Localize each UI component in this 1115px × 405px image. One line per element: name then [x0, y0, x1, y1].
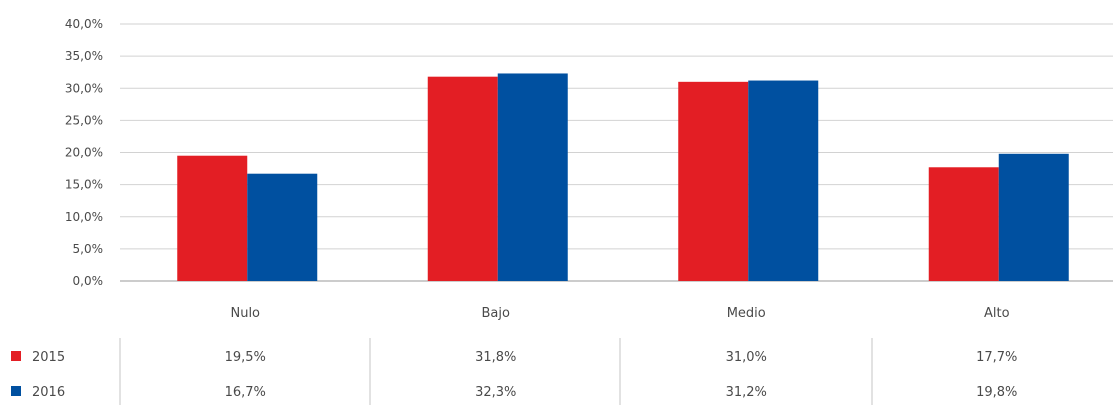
y-tick-label: 0,0%	[73, 274, 104, 288]
y-tick-label: 35,0%	[65, 49, 103, 63]
table-cell-value: 16,7%	[225, 385, 266, 400]
y-tick-label: 25,0%	[65, 113, 103, 127]
x-tick-label: Nulo	[230, 306, 260, 321]
table-cell-value: 32,3%	[475, 385, 516, 400]
table-cell-value: 31,2%	[726, 385, 767, 400]
x-tick-label: Bajo	[482, 306, 510, 321]
y-tick-label: 10,0%	[65, 210, 103, 224]
table-cell-value: 19,5%	[225, 350, 266, 365]
y-tick-label: 5,0%	[73, 242, 104, 256]
y-tick-label: 30,0%	[65, 81, 103, 95]
y-tick-label: 15,0%	[65, 178, 103, 192]
legend-swatch-2016	[11, 386, 21, 396]
y-axis-ticks: 0,0% 5,0% 10,0% 15,0% 20,0% 25,0% 30,0% 35,0% 40…	[65, 17, 103, 288]
table-cell-value: 31,0%	[726, 350, 767, 365]
bar-2016-nulo	[247, 173, 318, 281]
table-cell-value: 19,8%	[976, 385, 1017, 400]
bar-2016-medio	[748, 80, 819, 281]
bar-2016-bajo	[497, 73, 568, 281]
bar-2015-medio	[678, 81, 749, 281]
bar-2015-alto	[928, 167, 999, 281]
legend-label-2015: 2015	[32, 350, 65, 365]
x-tick-label: Medio	[727, 306, 766, 321]
bar-2016-alto	[998, 153, 1069, 281]
data-table: 2015 19,5% 31,8% 31,0% 17,7% 2016 16,7% 32,3% 31…	[11, 338, 1017, 405]
table-cell-value: 17,7%	[976, 350, 1017, 365]
y-tick-label: 40,0%	[65, 17, 103, 31]
table-cell-value: 31,8%	[475, 350, 516, 365]
bar-2015-bajo	[427, 76, 498, 281]
bars	[177, 73, 1069, 281]
legend-label-2016: 2016	[32, 385, 65, 400]
bar-2015-nulo	[177, 155, 248, 281]
y-tick-label: 20,0%	[65, 146, 103, 160]
legend-swatch-2015	[11, 351, 21, 361]
x-axis-ticks: Nulo Bajo Medio Alto	[230, 306, 1009, 321]
x-tick-label: Alto	[984, 306, 1010, 321]
